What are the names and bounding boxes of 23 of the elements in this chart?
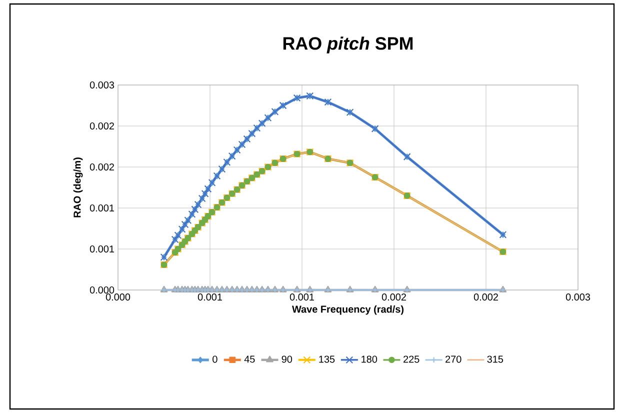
x-axis-title: Wave Frequency (rad/s) [292,305,404,315]
legend-label: 0 [212,356,218,363]
chart-title: RAO pitch SPM [283,36,413,54]
legend-label: 90 [282,356,292,363]
x-tick-label: 0.003 [566,294,590,301]
y-tick-label: 0.001 [90,245,114,253]
x-tick-label: 0.002 [382,294,406,301]
x-tick-label: 0.001 [198,294,222,301]
y-tick-label: 0.002 [90,163,114,171]
legend-label: 315 [487,356,504,363]
y-tick-label: 0.003 [90,81,114,89]
x-tick-label: 0.002 [474,294,498,301]
y-tick-label: 0.001 [90,204,114,212]
x-tick-label: 0.000 [106,294,130,301]
y-tick-label: 0.000 [90,286,114,294]
legend-label: 225 [404,356,420,363]
legend-label: 180 [362,356,378,363]
legend-label: 135 [319,356,335,363]
y-tick-label: 0.002 [90,122,114,130]
x-tick-label: 0.001 [290,294,314,301]
legend-label: 45 [244,356,255,363]
y-axis-title: RAO (deg/m) [73,158,83,218]
legend-label: 270 [446,356,462,363]
